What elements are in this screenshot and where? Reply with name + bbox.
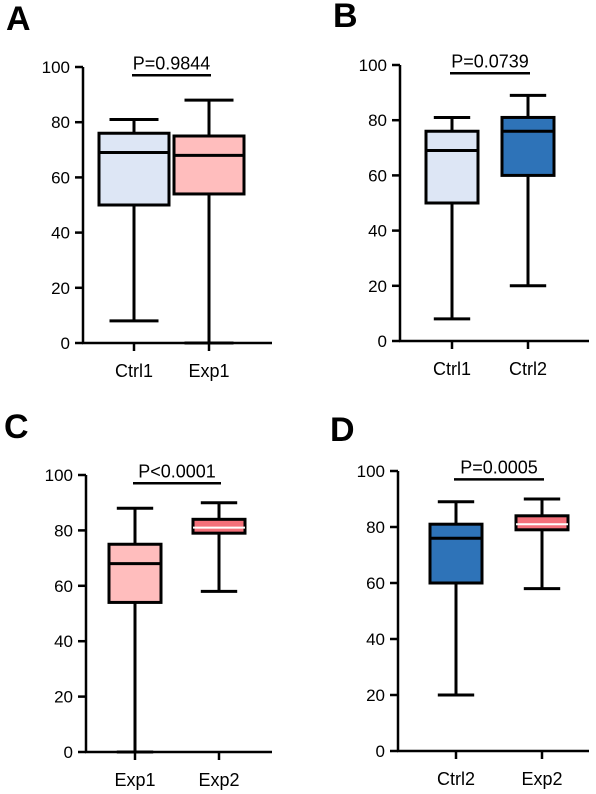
- p-value-label: P<0.0001: [138, 461, 216, 481]
- box-iqr: [428, 522, 484, 585]
- panel-letter: A: [6, 0, 31, 38]
- y-tick-label: 60: [51, 168, 70, 187]
- y-tick-label: 100: [359, 56, 387, 75]
- box-ctrl1: Ctrl1: [424, 115, 480, 379]
- y-tick-label: 100: [357, 462, 385, 481]
- y-tick-label: 0: [64, 743, 73, 762]
- x-category-label: Ctrl2: [437, 769, 475, 789]
- y-tick-label: 60: [368, 166, 387, 185]
- box-iqr: [191, 517, 247, 535]
- panel-d: D 0 20 40 60 80 100 Ctrl2 Exp2 P=0.0005: [330, 411, 589, 789]
- y-tick-label: 80: [51, 113, 70, 132]
- panel-letter: B: [333, 0, 358, 35]
- y-tick-label: 60: [54, 577, 73, 596]
- box-iqr: [500, 115, 556, 177]
- y-tick-label: 20: [51, 279, 70, 298]
- panel-a: A 0 20 40 60 80 100 Ctrl1 Exp1 P=0.9844: [6, 0, 272, 381]
- box-iqr: [424, 129, 480, 205]
- box-exp2: Exp2: [514, 497, 570, 789]
- panel-letter: D: [330, 411, 355, 449]
- y-tick-label: 80: [54, 521, 73, 540]
- box-exp2: Exp2: [191, 501, 247, 790]
- panel-b: B 0 20 40 60 80 100 Ctrl1 Ctrl2 P=0.0739: [333, 0, 589, 379]
- y-tick-label: 20: [54, 688, 73, 707]
- y-tick-label: 80: [368, 111, 387, 130]
- x-category-label: Exp1: [188, 361, 229, 381]
- box-ctrl1: Ctrl1: [97, 117, 171, 381]
- y-tick-label: 40: [366, 630, 385, 649]
- box-iqr: [107, 542, 163, 604]
- p-value-label: P=0.9844: [133, 53, 211, 73]
- y-tick-label: 0: [61, 334, 70, 353]
- x-category-label: Ctrl1: [115, 361, 153, 381]
- y-tick-label: 0: [378, 332, 387, 351]
- x-category-label: Ctrl2: [509, 359, 547, 379]
- x-category-label: Exp2: [521, 769, 562, 789]
- box-iqr: [514, 514, 570, 532]
- box-ctrl2: Ctrl2: [428, 500, 484, 789]
- box-iqr: [97, 131, 171, 207]
- panel-letter: C: [4, 408, 29, 446]
- y-tick-label: 40: [51, 224, 70, 243]
- panel-c: C 0 20 40 60 80 100 Exp1 Exp2 P<0.0001: [4, 408, 272, 790]
- box-iqr: [172, 134, 246, 196]
- y-tick-label: 80: [366, 518, 385, 537]
- y-tick-label: 40: [368, 222, 387, 241]
- y-tick-label: 20: [368, 277, 387, 296]
- y-tick-label: 100: [42, 58, 70, 77]
- y-tick-label: 60: [366, 574, 385, 593]
- box-exp1: Exp1: [172, 98, 246, 381]
- box-exp1: Exp1: [107, 506, 163, 790]
- x-category-label: Ctrl1: [433, 359, 471, 379]
- y-tick-label: 40: [54, 632, 73, 651]
- x-category-label: Exp2: [198, 770, 239, 790]
- y-tick-label: 100: [45, 466, 73, 485]
- p-value-label: P=0.0739: [451, 51, 529, 71]
- y-tick-label: 20: [366, 686, 385, 705]
- x-category-label: Exp1: [114, 770, 155, 790]
- y-tick-label: 0: [376, 742, 385, 761]
- p-value-label: P=0.0005: [460, 457, 538, 477]
- box-ctrl2: Ctrl2: [500, 93, 556, 379]
